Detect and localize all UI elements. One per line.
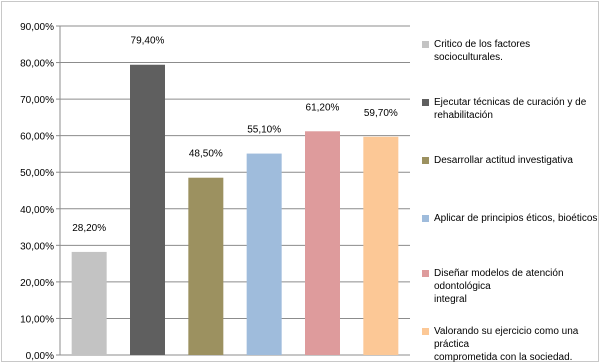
bar-6 — [363, 136, 399, 355]
data-label-4: 55,10% — [247, 125, 281, 136]
y-tick-label: 70,00% — [20, 95, 54, 106]
data-label-6: 59,70% — [364, 108, 398, 119]
legend-label: Valorando su ejercicio como una práctica… — [434, 326, 579, 363]
legend-item-5: Diseñar modelos de atención odontológica… — [422, 267, 600, 306]
y-tick-label: 40,00% — [20, 205, 54, 216]
gridlines — [60, 25, 410, 356]
bar-2 — [130, 64, 165, 355]
legend-label: Desarrollar actitud investigativa — [434, 155, 573, 166]
legend-swatch — [422, 328, 429, 335]
y-tick-label: 30,00% — [20, 241, 54, 252]
legend: Critico de los factores socioculturales.… — [422, 0, 600, 363]
data-labels: 28,20% 79,40% 48,50% 55,10% 61,20% 59,70% — [72, 36, 398, 234]
y-tick-label: 0,00% — [26, 351, 54, 362]
bar-1 — [71, 251, 107, 355]
data-label-3: 48,50% — [189, 149, 223, 160]
y-tick-label: 80,00% — [20, 59, 54, 70]
legend-label: Ejecutar técnicas de curación y de rehab… — [434, 97, 587, 121]
bar-3 — [188, 177, 224, 355]
y-tick-label: 60,00% — [20, 132, 54, 143]
legend-item-2: Ejecutar técnicas de curación y de rehab… — [422, 96, 600, 122]
data-label-1: 28,20% — [72, 223, 106, 234]
bar-5 — [305, 131, 340, 355]
legend-swatch — [422, 270, 429, 277]
legend-item-3: Desarrollar actitud investigativa — [422, 154, 600, 167]
legend-label: Aplicar de principios éticos, bioéticos — [434, 213, 598, 224]
legend-label: Diseñar modelos de atención odontológica… — [434, 268, 564, 305]
y-tick-label: 90,00% — [20, 22, 54, 33]
legend-item-1: Critico de los factores socioculturales. — [422, 38, 600, 64]
data-label-2: 79,40% — [131, 36, 165, 47]
legend-item-6: Valorando su ejercicio como una práctica… — [422, 325, 600, 364]
legend-swatch — [422, 215, 429, 222]
y-tick-label: 20,00% — [20, 278, 54, 289]
legend-swatch — [422, 41, 429, 48]
y-tick-label: 50,00% — [20, 168, 54, 179]
data-label-5: 61,20% — [306, 102, 340, 113]
legend-swatch — [422, 157, 429, 164]
bars — [71, 64, 399, 355]
legend-item-4: Aplicar de principios éticos, bioéticos — [422, 212, 600, 225]
y-axis: 0,00% 10,00% 20,00% 30,00% 40,00% 50,00% 60,00… — [20, 22, 61, 362]
legend-label: Critico de los factores socioculturales. — [434, 39, 531, 63]
y-tick-label: 10,00% — [20, 314, 54, 325]
bar-4 — [246, 153, 282, 355]
legend-swatch — [422, 99, 429, 106]
